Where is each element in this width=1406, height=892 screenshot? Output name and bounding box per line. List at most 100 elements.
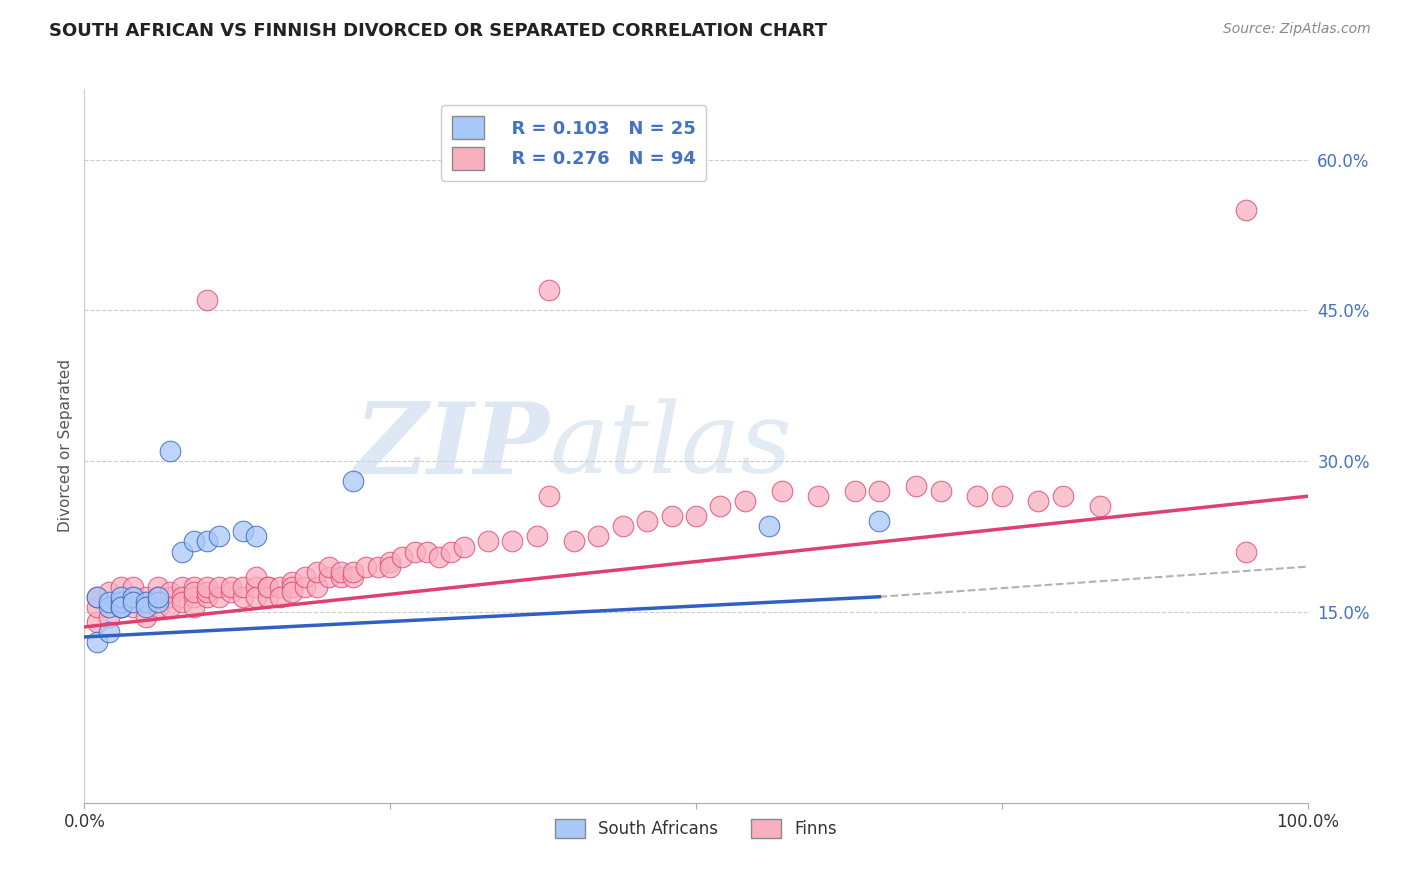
Text: SOUTH AFRICAN VS FINNISH DIVORCED OR SEPARATED CORRELATION CHART: SOUTH AFRICAN VS FINNISH DIVORCED OR SEP… [49, 22, 827, 40]
Point [122, 590, 145, 604]
Point [183, 590, 205, 604]
Point [245, 590, 267, 604]
Point [281, 580, 304, 594]
Point [245, 529, 267, 543]
Point [586, 529, 609, 543]
Point [135, 595, 157, 609]
Point [97, 584, 120, 599]
Point [172, 590, 194, 604]
Y-axis label: Divorced or Separated: Divorced or Separated [58, 359, 73, 533]
Point [538, 489, 561, 503]
Point [122, 590, 145, 604]
Point [342, 565, 364, 579]
Point [380, 555, 402, 569]
Point [869, 484, 891, 499]
Point [110, 580, 132, 594]
Point [232, 580, 254, 594]
Point [257, 580, 280, 594]
Point [807, 489, 830, 503]
Point [208, 580, 231, 594]
Point [195, 293, 218, 308]
Point [183, 580, 205, 594]
Point [526, 529, 548, 543]
Point [1236, 544, 1258, 558]
Point [159, 584, 181, 599]
Point [135, 590, 157, 604]
Point [122, 580, 145, 594]
Point [305, 580, 328, 594]
Point [354, 559, 377, 574]
Point [612, 519, 634, 533]
Point [636, 515, 658, 529]
Point [86, 635, 108, 649]
Point [208, 590, 231, 604]
Point [110, 595, 132, 609]
Point [294, 569, 316, 583]
Point [172, 580, 194, 594]
Point [146, 580, 169, 594]
Point [758, 519, 780, 533]
Point [770, 484, 793, 499]
Point [110, 599, 132, 614]
Point [1028, 494, 1050, 508]
Point [869, 515, 891, 529]
Point [257, 580, 280, 594]
Point [281, 584, 304, 599]
Point [391, 549, 413, 564]
Point [159, 590, 181, 604]
Point [966, 489, 988, 503]
Point [135, 599, 157, 614]
Point [318, 569, 340, 583]
Point [110, 599, 132, 614]
Point [929, 484, 952, 499]
Point [844, 484, 866, 499]
Point [232, 590, 254, 604]
Point [453, 540, 475, 554]
Point [477, 534, 499, 549]
Point [734, 494, 756, 508]
Point [905, 479, 928, 493]
Point [245, 580, 267, 594]
Point [318, 559, 340, 574]
Point [330, 569, 353, 583]
Point [183, 584, 205, 599]
Point [159, 599, 181, 614]
Point [245, 569, 267, 583]
Point [416, 544, 439, 558]
Point [440, 544, 463, 558]
Point [380, 559, 402, 574]
Point [172, 595, 194, 609]
Point [269, 580, 291, 594]
Point [195, 584, 218, 599]
Point [342, 474, 364, 488]
Point [146, 590, 169, 604]
Point [135, 610, 157, 624]
Point [685, 509, 707, 524]
Point [1236, 202, 1258, 217]
Point [269, 590, 291, 604]
Point [146, 599, 169, 614]
Point [172, 544, 194, 558]
Point [86, 599, 108, 614]
Text: ZIP: ZIP [354, 398, 550, 494]
Point [159, 444, 181, 458]
Point [195, 590, 218, 604]
Point [367, 559, 389, 574]
Point [146, 590, 169, 604]
Point [97, 610, 120, 624]
Point [135, 595, 157, 609]
Point [195, 534, 218, 549]
Point [195, 580, 218, 594]
Point [404, 544, 426, 558]
Point [1088, 500, 1111, 514]
Point [661, 509, 683, 524]
Point [991, 489, 1014, 503]
Point [562, 534, 585, 549]
Point [219, 584, 242, 599]
Point [208, 529, 231, 543]
Point [183, 599, 205, 614]
Point [257, 590, 280, 604]
Point [342, 569, 364, 583]
Point [281, 574, 304, 589]
Text: atlas: atlas [550, 399, 792, 493]
